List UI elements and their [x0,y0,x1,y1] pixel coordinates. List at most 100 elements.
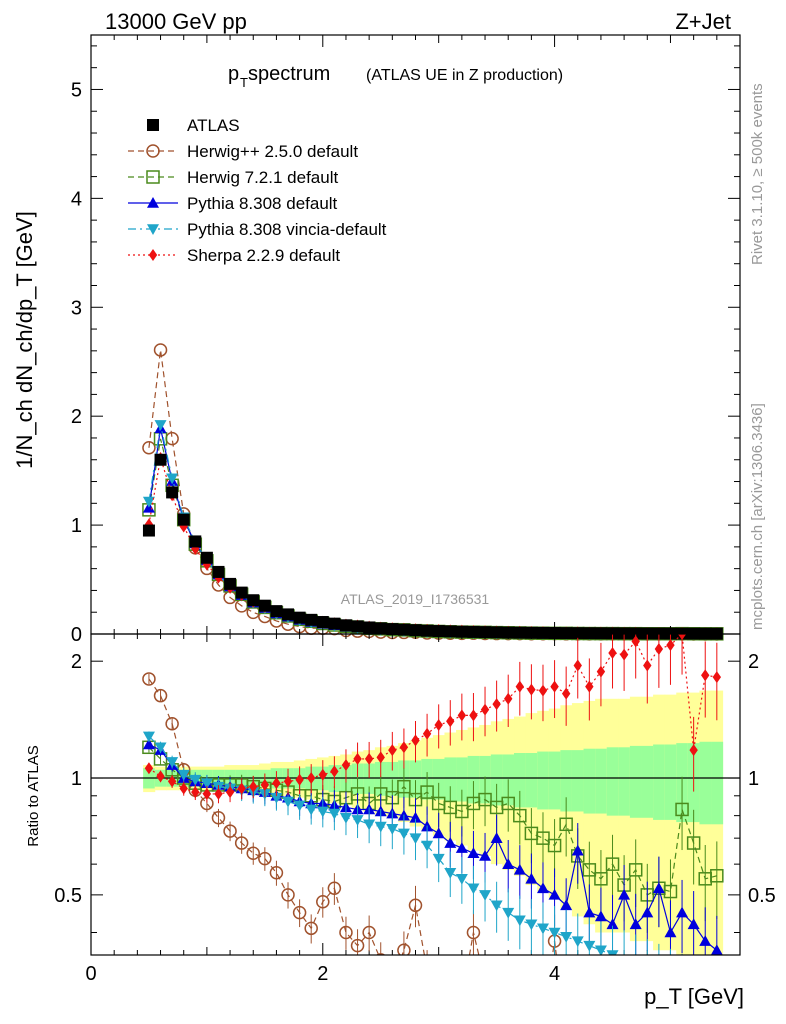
main-point-atlas [397,623,410,636]
ratio-point-herwigpp [525,1006,537,1018]
ratio-point-vincia [409,833,422,845]
ylabel-ratio: Ratio to ATLAS [25,745,42,846]
ratio-point-vincia [548,927,561,939]
ratio-point-vincia [479,890,492,901]
main-point-atlas [467,625,480,638]
ratio-point-pythia [525,872,538,884]
ratio-point-sherpa [446,715,455,728]
ratio-point-sherpa [399,741,409,754]
ratio-point-herwigpp [376,953,386,955]
ratio-point-vincia [502,907,515,919]
side-mcplots: mcplots.cern.ch [arXiv:1306.3436] [749,403,766,630]
band-inner [548,751,561,810]
ratio-point-pythia [513,863,526,875]
ratio-point-herwigpp [153,688,168,703]
ratio-point-herwigpp [327,881,342,896]
ratio-point-pythia [699,935,712,946]
band-inner [490,754,503,806]
ratio-point-pythia [583,906,596,918]
ratio-point-herwigpp [223,824,237,838]
band-inner [432,758,445,800]
main-point-atlas [154,453,167,466]
ratio-point-vincia [618,955,630,966]
band-inner [560,750,573,812]
band-inner [386,761,399,796]
band-inner [444,757,457,802]
main-point-atlas [189,535,202,548]
band-inner [571,750,585,812]
main-point-sherpa [202,558,212,571]
main-point-atlas [351,620,364,633]
ratio-point-sherpa [364,752,374,765]
ratio-y-tick-label-right: 0.5 [748,885,776,907]
ratio-point-herwigpp [292,905,307,920]
plot-title-sub: T [240,75,248,90]
ratio-point-sherpa [515,680,525,693]
main-point-atlas [212,565,225,578]
ratio-point-herwigpp [537,1013,549,1024]
band-inner [456,757,469,802]
ratio-point-pythia [467,847,480,859]
ratio-point-herwigpp [444,987,456,999]
ratio-point-herwigpp [234,836,249,850]
ratio-point-vincia [397,828,410,840]
band-inner [409,760,422,798]
ratio-point-vincia [154,742,167,754]
ylabel-main: 1/N_ch dN_ch/dp_T [GeV] [12,211,37,469]
main-point-atlas [166,486,179,499]
ratio-point-herwig7 [663,884,678,899]
ratio-point-vincia [316,806,329,818]
legend-label-atlas: ATLAS [187,116,240,135]
band-inner [583,748,596,814]
ratio-point-pythia [676,906,689,918]
ratio-point-herwigpp [502,993,514,1005]
main-point-atlas [258,599,271,612]
ratio-point-herwig7 [628,863,643,877]
main-point-atlas [490,626,503,639]
main-point-atlas [247,594,260,607]
ratio-line-herwigpp [148,678,557,955]
x-tick-label: 2 [317,963,328,985]
ratio-point-vincia [490,900,503,912]
ratio-point-herwigpp [466,925,481,940]
ratio-point-herwigpp [421,964,433,976]
ratio-point-vincia [525,919,538,931]
ratio-point-vincia [339,812,352,824]
ratio-point-herwigpp [142,672,156,686]
band-inner [514,753,527,808]
ratio-point-vincia [305,804,318,816]
ratio-panel: 0.5 0.5 1 1 2 2 [54,633,776,1024]
band-inner [537,751,550,810]
ratio-point-vincia [363,819,376,831]
main-point-atlas [374,622,387,635]
ratio-point-sherpa [677,634,687,640]
ylabel-main-text: 1/N_ch dN_ch/dp_T [GeV] [12,211,37,469]
ratio-point-sherpa [353,752,362,765]
ratio-point-vincia [513,915,526,927]
band-inner [699,741,712,825]
ratio-point-herwigpp [456,993,468,1005]
main-point-vincia [154,420,167,431]
ratio-point-vincia [189,774,202,786]
y-tick-label: 1 [71,515,82,537]
ratio-point-vincia [594,945,607,955]
main-point-atlas [270,605,283,618]
band-inner [664,744,677,820]
ratio-point-sherpa [701,669,710,682]
xlabel: p_T [GeV] [644,984,744,1009]
legend-label-sherpa: Sherpa 2.2.9 default [187,246,340,265]
ratio-point-sherpa [330,765,339,778]
main-point-atlas [536,626,549,639]
plot-title: p T spectrum (ATLAS UE in Z production) [228,63,563,90]
ratio-point-vincia [583,940,596,952]
ratio-point-herwigpp [362,925,376,940]
band-inner [595,748,608,814]
main-point-atlas [293,611,306,624]
ratio-point-pythia [571,844,584,856]
analysis-label: ATLAS_2019_I1736531 [341,591,490,607]
ratio-point-herwigpp [246,846,260,861]
ratio-point-pythia [444,837,457,848]
x-tick-label: 4 [549,963,560,985]
ratio-point-pythia [536,882,549,894]
main-point-atlas [421,624,434,637]
